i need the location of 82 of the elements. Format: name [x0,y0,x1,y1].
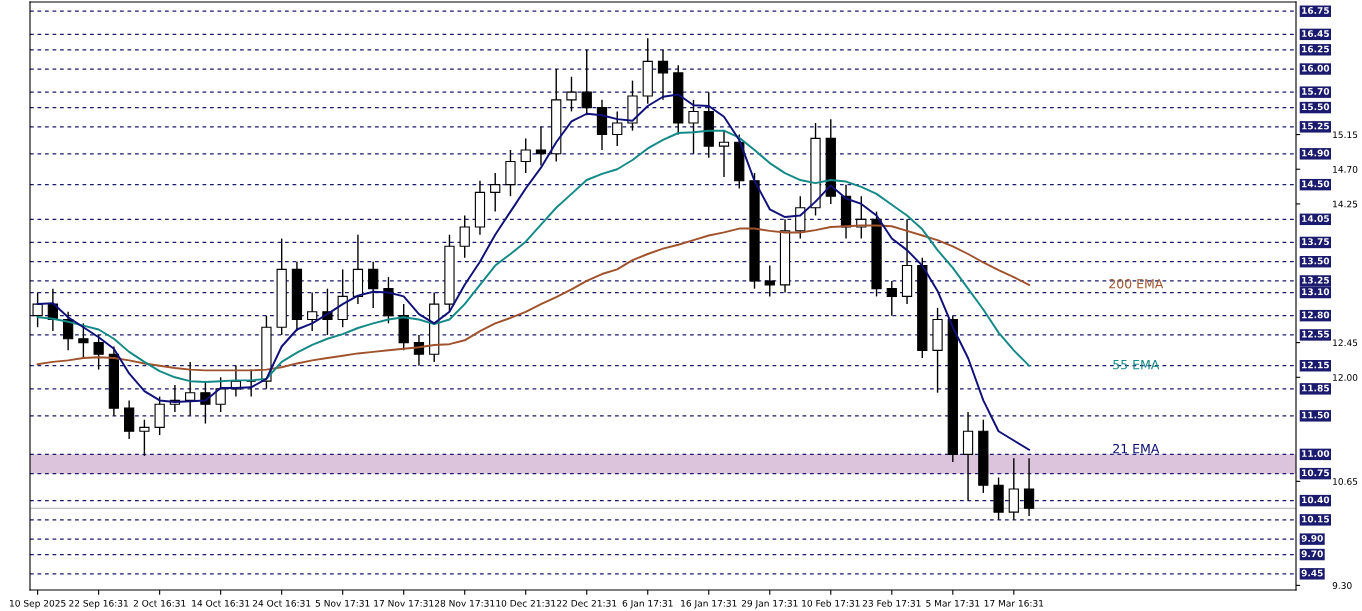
x-tick-label: 5 Mar 17:31 [926,599,980,607]
candlestick [962,411,974,502]
candlestick [215,376,226,413]
ref-line-label: 12.80 [1302,311,1330,319]
y-tick-label: 14.25 [1333,200,1358,208]
ref-line-label: 10.40 [1302,496,1330,504]
candlestick [368,261,379,309]
ref-line-label: 15.50 [1302,103,1330,111]
ref-line-label: 11.00 [1302,450,1330,457]
ref-line-label: 15.70 [1302,87,1330,95]
ref-line-label: 12.15 [1302,361,1329,369]
ref-line-label: 11.50 [1302,411,1330,419]
ref-line-label: 16.00 [1302,64,1330,72]
y-tick-label: 14.70 [1333,165,1358,173]
y-tick-label: 12.00 [1333,374,1358,381]
candlestick [1023,457,1035,517]
ref-line-label: 9.90 [1301,534,1323,542]
ref-line-label: 16.25 [1302,45,1329,53]
candlestick [139,418,150,457]
x-tick-label: 6 Jan 17:31 [622,599,673,609]
candlestick [124,399,135,440]
candlestick [307,291,318,332]
x-tick-label: 22 Sep 16:31 [69,599,128,609]
candlestick [337,268,348,328]
ref-line-label: 10.75 [1302,469,1329,477]
candlestick [581,49,592,116]
ref-line-label: 9.45 [1301,569,1323,577]
ref-line-label: 13.75 [1302,238,1329,246]
x-tick-label: 5 Nov 17:31 [315,599,370,607]
x-tick-label: 17 Mar 16:31 [984,599,1044,607]
candlestick [1008,457,1019,521]
y-tick-label: 10.65 [1333,478,1358,485]
x-tick-label: 2 Oct 16:31 [133,599,186,607]
candlestick [566,76,577,113]
x-tick-label: 17 Nov 17:31 [374,599,434,607]
text: 21 EMA [1113,443,1160,454]
x-tick-label: 10 Feb 17:31 [802,599,860,607]
ref-line-label: 14.90 [1302,149,1330,157]
x-tick-label: 29 Jan 17:31 [741,599,798,609]
ref-line-label: 10.15 [1302,515,1329,523]
ref-line-label: 16.75 [1302,7,1329,14]
y-tick-label: 9.30 [1332,582,1352,589]
ref-line-label: 12.55 [1302,330,1329,338]
x-tick-label: 23 Feb 17:31 [862,599,921,607]
ref-line-label: 9.70 [1301,550,1323,558]
text: 200 EMA [1109,279,1164,289]
candlestick [246,368,257,398]
candlestick [520,137,531,174]
candlestick [78,322,89,359]
ref-line-label: 13.50 [1302,257,1330,265]
y-tick-label: 15.15 [1333,131,1358,139]
text: 55 EMA [1113,360,1160,370]
ref-line-label: 16.45 [1302,30,1329,37]
ref-line-label: 14.50 [1302,180,1330,188]
ref-line-label: 13.10 [1302,288,1330,296]
x-tick-label: 10 Sep 2025 [10,599,66,609]
candlestick [886,280,897,317]
candlestick [93,334,104,371]
x-tick-label: 28 Nov 17:31 [434,599,495,607]
ref-line-label: 14.05 [1302,215,1329,222]
ref-line-label: 13.25 [1302,276,1329,284]
candlestick [154,395,165,436]
x-tick-label: 14 Oct 16:31 [192,599,250,607]
ref-line-label: 15.25 [1302,122,1329,130]
candlestick [764,264,775,298]
candlestick [612,110,623,147]
candlestick [490,172,501,213]
candlestick [688,99,699,155]
x-tick-label: 16 Jan 17:31 [681,599,737,609]
x-tick-label: 22 Dec 21:31 [557,599,617,607]
y-tick-label: 12.45 [1333,339,1358,347]
candlestick [459,214,470,259]
candlestick [505,149,516,197]
candlestick [535,126,547,167]
candlestick [795,195,806,240]
candlestick [718,130,730,178]
candlestick [856,195,867,240]
candlestick [185,361,196,417]
x-tick-label: 24 Oct 16:31 [252,599,311,607]
ref-line-label: 11.85 [1302,384,1329,392]
candlestick [657,49,669,101]
x-tick-label: 10 Dec 21:31 [496,599,556,607]
